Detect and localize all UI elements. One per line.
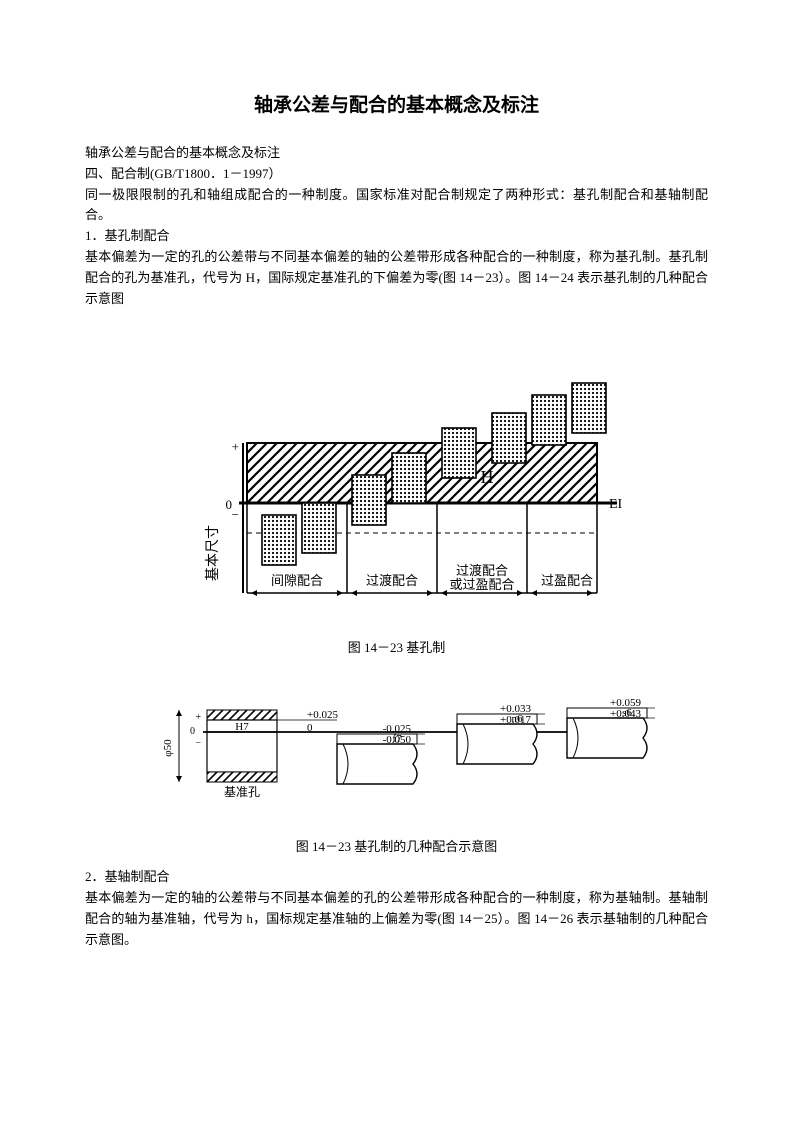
paragraph-2: 四、配合制(GB/T1800．1－1997）	[85, 164, 708, 185]
svg-text:0: 0	[190, 726, 195, 737]
svg-text:EI: EI	[609, 497, 623, 512]
paragraph-4: 1．基孔制配合	[85, 226, 708, 247]
paragraph-1: 轴承公差与配合的基本概念及标注	[85, 143, 708, 164]
paragraph-7: 基本偏差为一定的轴的公差带与不同基本偏差的孔的公差带形成各种配合的一种制度，称为…	[85, 888, 708, 950]
caption-2: 图 14－23 基孔制的几种配合示意图	[85, 836, 708, 855]
svg-text:或过盈配合: 或过盈配合	[449, 577, 514, 592]
svg-text:+: +	[195, 712, 201, 723]
figure-14-24: H7+0.0250φ50+0−基准孔f7-0.025-0.050n6+0.033…	[85, 668, 708, 818]
svg-text:+0.017: +0.017	[500, 714, 531, 726]
svg-text:间隙配合: 间隙配合	[270, 573, 322, 588]
page-title: 轴承公差与配合的基本概念及标注	[85, 90, 708, 117]
svg-text:+: +	[231, 439, 238, 454]
svg-text:基准孔: 基准孔	[223, 785, 259, 799]
paragraph-3: 同一极限限制的孔和轴组成配合的一种制度。国家标准对配合制规定了两种形式：基孔制配…	[85, 185, 708, 227]
figure-14-23: HEI+0−基本尺寸间隙配合过渡配合过渡配合或过盈配合过盈配合	[85, 323, 708, 613]
svg-text:+0.025: +0.025	[307, 709, 338, 721]
caption-1: 图 14－23 基孔制	[85, 637, 708, 656]
svg-text:φ50: φ50	[162, 739, 174, 757]
paragraph-5: 基本偏差为一定的孔的公差带与不同基本偏差的轴的公差带形成各种配合的一种制度，称为…	[85, 247, 708, 309]
svg-text:-0.050: -0.050	[382, 734, 411, 746]
figure-14-24-svg: H7+0.0250φ50+0−基准孔f7-0.025-0.050n6+0.033…	[137, 668, 657, 818]
figure-14-23-svg: HEI+0−基本尺寸间隙配合过渡配合过渡配合或过盈配合过盈配合	[167, 323, 627, 613]
svg-text:H: H	[480, 467, 493, 487]
svg-text:+0.043: +0.043	[610, 708, 641, 720]
svg-text:−: −	[231, 507, 238, 522]
svg-text:过盈配合: 过盈配合	[540, 573, 592, 588]
svg-text:基本尺寸: 基本尺寸	[204, 525, 221, 581]
svg-text:过渡配合: 过渡配合	[365, 573, 417, 588]
svg-text:−: −	[195, 738, 201, 749]
svg-text:过渡配合: 过渡配合	[455, 563, 507, 578]
paragraph-6: 2．基轴制配合	[85, 867, 708, 888]
